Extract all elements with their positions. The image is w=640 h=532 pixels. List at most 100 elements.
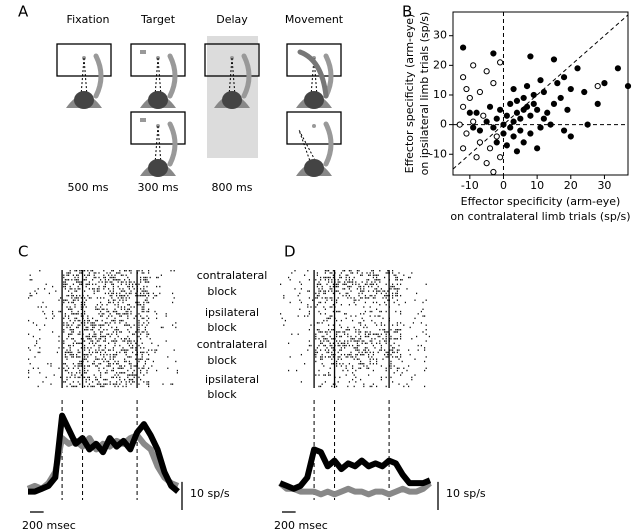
spike (396, 331, 398, 333)
spike (122, 288, 124, 290)
spike (87, 274, 89, 276)
spike (374, 281, 376, 283)
spike (125, 297, 127, 299)
data-point (503, 142, 510, 149)
spike (58, 310, 60, 313)
data-point (497, 154, 504, 161)
spike (109, 381, 111, 383)
spike (352, 281, 354, 283)
spike (29, 294, 31, 297)
spike (371, 319, 373, 322)
spike (104, 347, 106, 349)
spike (39, 338, 41, 340)
spike (324, 290, 326, 292)
spike (133, 288, 135, 290)
spike (336, 331, 338, 333)
spike (369, 360, 371, 363)
spike (356, 270, 358, 272)
spike (84, 279, 86, 281)
spike (116, 329, 118, 331)
spike (103, 353, 105, 356)
spike (173, 349, 175, 351)
spike (146, 299, 148, 301)
data-point (500, 130, 507, 137)
y-tick-label: 30 (433, 29, 447, 42)
spike (66, 365, 68, 367)
spike (77, 313, 79, 315)
spike (387, 331, 389, 333)
spike (128, 297, 130, 299)
spike (127, 356, 129, 358)
spike (125, 322, 127, 324)
spike (95, 365, 97, 367)
spike (406, 288, 408, 290)
data-point (584, 121, 591, 128)
spike (98, 344, 100, 347)
spike (345, 283, 347, 286)
spike (93, 333, 95, 335)
spike (128, 270, 130, 272)
spike (328, 324, 330, 326)
spike (100, 372, 102, 374)
spike (424, 385, 426, 388)
spike (315, 351, 317, 354)
spike (398, 304, 400, 306)
spike (29, 279, 31, 281)
spike (384, 353, 386, 356)
data-point (594, 100, 601, 107)
spike (117, 304, 119, 306)
spike (352, 283, 354, 286)
spike (128, 374, 130, 376)
spike (400, 338, 402, 340)
data-point (540, 115, 547, 122)
spike (403, 367, 405, 369)
spike (84, 344, 86, 347)
spike (37, 385, 39, 388)
spike (71, 297, 73, 299)
spike (387, 294, 389, 297)
spike (387, 356, 389, 358)
spike (326, 351, 328, 354)
spike (112, 276, 114, 279)
data-point (486, 145, 494, 152)
spike (396, 329, 398, 331)
spike (68, 344, 70, 347)
psth-trace (278, 480, 432, 498)
spike (125, 281, 127, 283)
spike (84, 358, 86, 360)
spike (390, 338, 392, 340)
spike (119, 344, 121, 347)
spike (340, 319, 342, 322)
spike (329, 288, 331, 290)
spike (156, 317, 158, 320)
spike (400, 310, 402, 313)
spike (289, 301, 291, 304)
spike (160, 326, 162, 329)
spike (93, 324, 95, 326)
spike (372, 351, 374, 354)
epoch-name: Delay (216, 13, 248, 26)
spike (64, 356, 66, 358)
spike (144, 279, 146, 281)
data-point (476, 127, 484, 134)
spike (92, 381, 94, 383)
spike (339, 281, 341, 283)
spike (355, 356, 357, 358)
data-point (601, 80, 608, 87)
spike (140, 304, 142, 306)
spike (77, 351, 79, 354)
spike (385, 367, 387, 369)
data-point (530, 91, 537, 99)
spike (79, 372, 81, 374)
spike (66, 324, 68, 326)
spike (88, 297, 90, 299)
data-point (550, 56, 558, 63)
spike (363, 306, 365, 308)
spike (64, 288, 66, 290)
spike (143, 292, 145, 295)
data-point (557, 94, 564, 102)
data-point (456, 121, 463, 128)
arm (167, 121, 178, 167)
spike (125, 351, 127, 354)
spike (324, 279, 326, 281)
